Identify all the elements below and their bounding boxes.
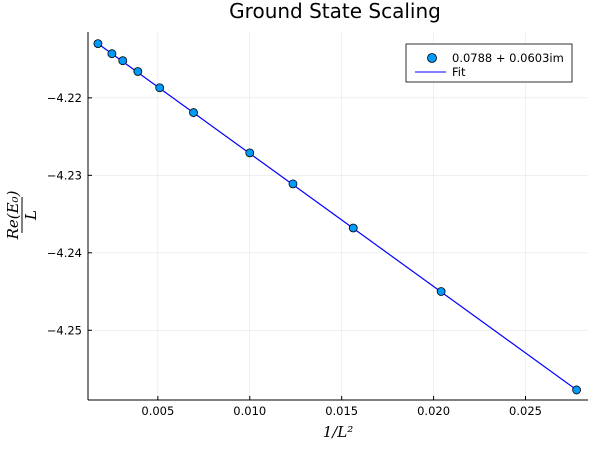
x-tick-label: 0.015 xyxy=(325,404,358,418)
data-point xyxy=(107,49,117,59)
x-tick-label: 0.010 xyxy=(233,404,266,418)
legend-marker-scatter xyxy=(427,53,437,63)
legend: 0.0788 + 0.0603im Fit xyxy=(405,43,573,83)
legend-label-fit: Fit xyxy=(452,65,466,79)
x-axis-label: 1/L² xyxy=(323,423,354,441)
data-point xyxy=(118,56,128,66)
data-point xyxy=(348,223,358,233)
x-tick-label: 0.005 xyxy=(141,404,174,418)
x-tick-label: 0.020 xyxy=(417,404,450,418)
y-tick-label: −4.24 xyxy=(47,246,82,260)
y-tick-label: −4.23 xyxy=(47,168,82,182)
y-axis-label: Re(E₀) L xyxy=(4,190,40,240)
y-axis-label-numerator: Re(E₀) xyxy=(4,190,22,240)
axes: 0.005 0.010 0.015 0.020 0.025 −4.22 −4.23 −4.24… xyxy=(47,32,588,418)
data-point xyxy=(155,83,165,93)
data-point xyxy=(93,39,103,49)
legend-box xyxy=(405,43,573,83)
data-point xyxy=(189,108,198,117)
data-point xyxy=(572,385,582,395)
x-tick-label: 0.025 xyxy=(509,404,542,418)
y-tick-label: −4.22 xyxy=(47,91,82,105)
chart-title: Ground State Scaling xyxy=(229,0,441,23)
data-point xyxy=(133,67,143,76)
grid xyxy=(88,32,588,400)
fit-line xyxy=(97,43,577,391)
legend-label-scatter: 0.0788 + 0.0603im xyxy=(452,51,564,65)
plot-area xyxy=(93,39,582,395)
data-point xyxy=(436,287,446,296)
y-tick-label: −4.25 xyxy=(47,323,82,337)
data-point xyxy=(288,179,298,189)
data-point xyxy=(245,148,255,158)
y-axis-label-denominator: L xyxy=(22,210,40,221)
